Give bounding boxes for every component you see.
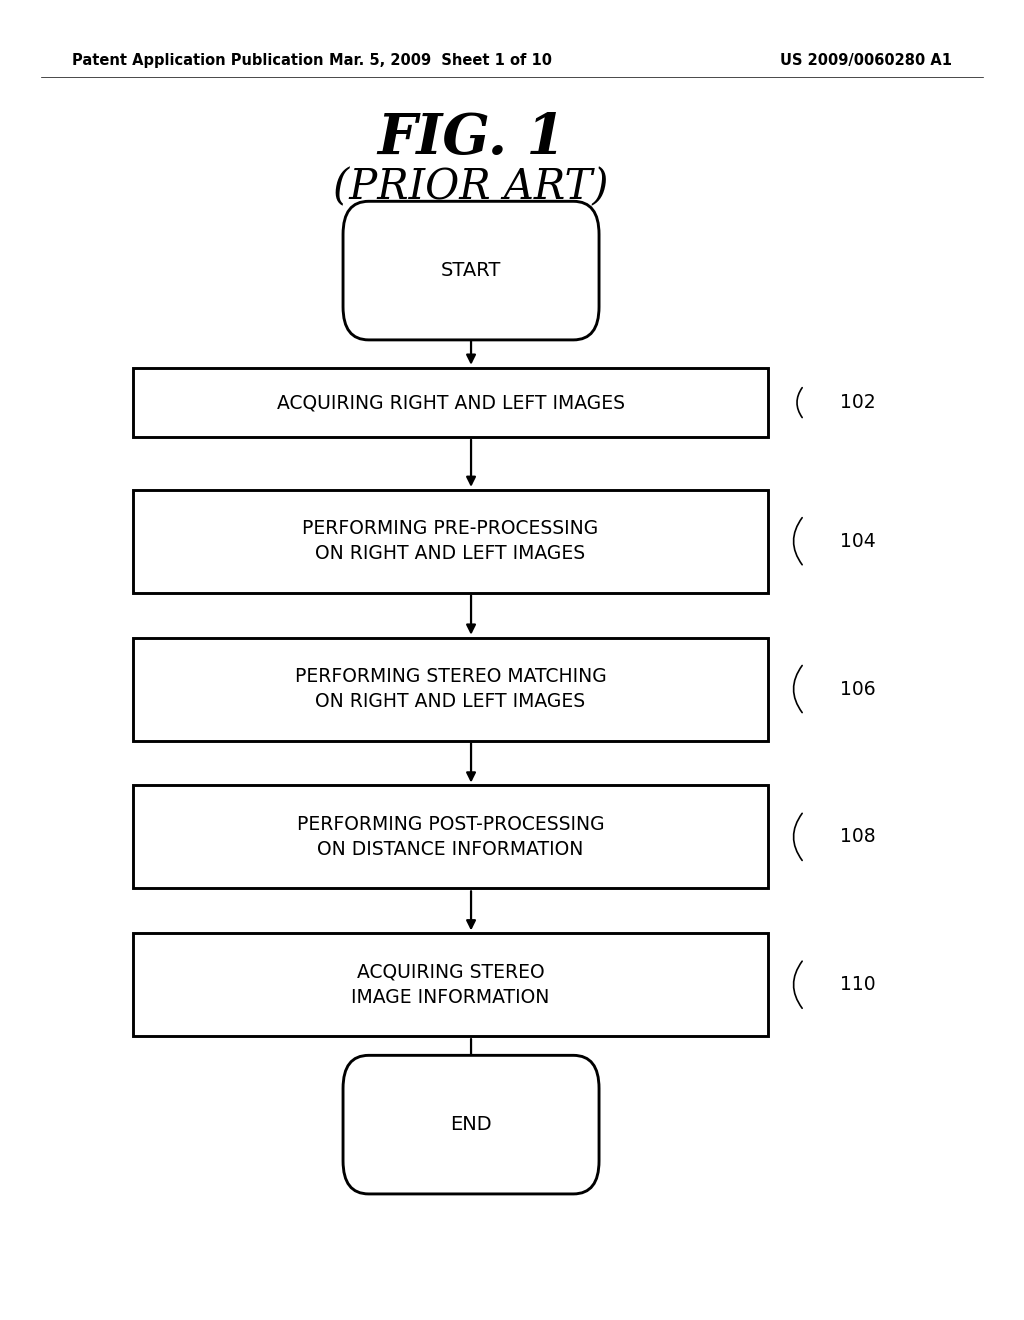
Text: FIG. 1: FIG. 1 xyxy=(377,111,565,166)
Text: ACQUIRING STEREO
IMAGE INFORMATION: ACQUIRING STEREO IMAGE INFORMATION xyxy=(351,962,550,1007)
FancyBboxPatch shape xyxy=(133,785,768,888)
Text: 106: 106 xyxy=(840,680,876,698)
Text: Mar. 5, 2009  Sheet 1 of 10: Mar. 5, 2009 Sheet 1 of 10 xyxy=(329,53,552,69)
Text: PERFORMING PRE-PROCESSING
ON RIGHT AND LEFT IMAGES: PERFORMING PRE-PROCESSING ON RIGHT AND L… xyxy=(302,519,599,564)
Text: Patent Application Publication: Patent Application Publication xyxy=(72,53,324,69)
Text: PERFORMING POST-PROCESSING
ON DISTANCE INFORMATION: PERFORMING POST-PROCESSING ON DISTANCE I… xyxy=(297,814,604,859)
Text: (PRIOR ART): (PRIOR ART) xyxy=(333,166,609,209)
Text: 102: 102 xyxy=(840,393,876,412)
Text: 108: 108 xyxy=(840,828,876,846)
Text: PERFORMING STEREO MATCHING
ON RIGHT AND LEFT IMAGES: PERFORMING STEREO MATCHING ON RIGHT AND … xyxy=(295,667,606,711)
FancyBboxPatch shape xyxy=(343,201,599,339)
Text: US 2009/0060280 A1: US 2009/0060280 A1 xyxy=(780,53,952,69)
Text: 110: 110 xyxy=(840,975,876,994)
FancyBboxPatch shape xyxy=(133,368,768,437)
FancyBboxPatch shape xyxy=(343,1056,599,1193)
Text: ACQUIRING RIGHT AND LEFT IMAGES: ACQUIRING RIGHT AND LEFT IMAGES xyxy=(276,393,625,412)
FancyBboxPatch shape xyxy=(133,490,768,593)
FancyBboxPatch shape xyxy=(133,933,768,1036)
FancyBboxPatch shape xyxy=(133,638,768,741)
Text: START: START xyxy=(441,261,501,280)
Text: END: END xyxy=(451,1115,492,1134)
Text: 104: 104 xyxy=(840,532,876,550)
